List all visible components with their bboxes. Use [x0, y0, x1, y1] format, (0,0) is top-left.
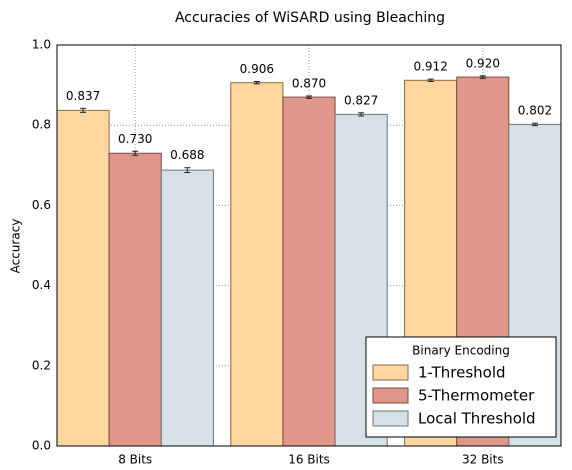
- value-label: 0.870: [292, 76, 326, 90]
- y-tick-label: 0.2: [32, 358, 51, 372]
- value-label: 0.837: [66, 89, 100, 103]
- bar: [56, 109, 110, 447]
- y-tick-label: 0.8: [32, 118, 51, 132]
- y-axis-label: Accuracy: [9, 219, 23, 274]
- y-tick-label: 0.0: [32, 439, 51, 453]
- legend-label: Local Threshold: [418, 410, 536, 428]
- value-label: 0.906: [240, 62, 274, 76]
- bar: [230, 82, 284, 447]
- value-label: 0.802: [518, 104, 552, 118]
- chart-title: Accuracies of WiSARD using Bleaching: [175, 10, 445, 26]
- y-tick-label: 0.4: [32, 278, 51, 292]
- value-label: 0.827: [344, 93, 378, 107]
- bar: [108, 152, 162, 447]
- legend-swatch: [372, 387, 409, 404]
- value-label: 0.688: [170, 148, 204, 162]
- legend-label: 1-Threshold: [418, 364, 506, 382]
- plot-frame: [56, 44, 562, 447]
- y-tick-label: 1.0: [32, 38, 51, 52]
- bar: [160, 169, 214, 447]
- legend-swatch: [372, 410, 409, 427]
- x-tick-label: 8 Bits: [118, 453, 152, 467]
- x-tick-label: 16 Bits: [288, 453, 330, 467]
- value-label: 0.730: [118, 132, 152, 146]
- legend-swatch: [372, 364, 409, 381]
- legend-title: Binary Encoding: [412, 344, 510, 358]
- bar: [282, 96, 336, 447]
- legend-label: 5-Thermometer: [418, 387, 535, 405]
- value-label: 0.920: [466, 56, 500, 70]
- value-label: 0.912: [413, 60, 447, 74]
- y-tick-label: 0.6: [32, 198, 51, 212]
- x-tick-label: 32 Bits: [462, 453, 504, 467]
